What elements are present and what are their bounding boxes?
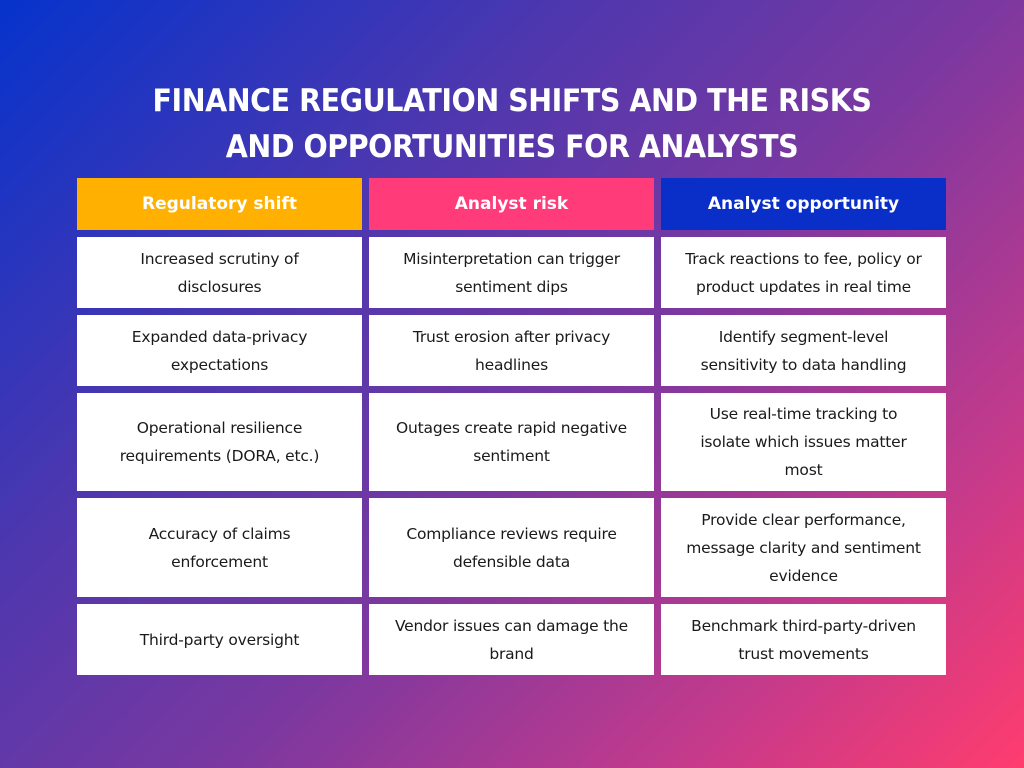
cell-risk: Trust erosion after privacy headlines bbox=[369, 315, 654, 386]
title-line-1: FINANCE REGULATION SHIFTS AND THE RISKS bbox=[152, 83, 872, 119]
cell-shift: Operational resilience requirements (DOR… bbox=[77, 393, 362, 491]
cell-opportunity: Provide clear performance, message clari… bbox=[661, 498, 946, 597]
cell-risk: Compliance reviews require defensible da… bbox=[369, 498, 654, 597]
cell-shift: Accuracy of claims enforcement bbox=[77, 498, 362, 597]
cell-shift: Expanded data-privacy expectations bbox=[77, 315, 362, 386]
cell-shift: Third-party oversight bbox=[77, 604, 362, 675]
header-regulatory-shift: Regulatory shift bbox=[77, 178, 362, 230]
header-analyst-risk: Analyst risk bbox=[369, 178, 654, 230]
cell-opportunity: Use real-time tracking to isolate which … bbox=[661, 393, 946, 491]
cell-risk: Vendor issues can damage the brand bbox=[369, 604, 654, 675]
cell-opportunity: Track reactions to fee, policy or produc… bbox=[661, 237, 946, 308]
regulation-table: Regulatory shift Analyst risk Analyst op… bbox=[77, 178, 946, 675]
header-analyst-opportunity: Analyst opportunity bbox=[661, 178, 946, 230]
title-line-2: AND OPPORTUNITIES FOR ANALYSTS bbox=[225, 129, 799, 165]
cell-risk: Outages create rapid negative sentiment bbox=[369, 393, 654, 491]
cell-opportunity: Benchmark third-party-driven trust movem… bbox=[661, 604, 946, 675]
page-title: FINANCE REGULATION SHIFTS AND THE RISKS … bbox=[41, 78, 983, 170]
cell-opportunity: Identify segment-level sensitivity to da… bbox=[661, 315, 946, 386]
cell-shift: Increased scrutiny of disclosures bbox=[77, 237, 362, 308]
cell-risk: Misinterpretation can trigger sentiment … bbox=[369, 237, 654, 308]
